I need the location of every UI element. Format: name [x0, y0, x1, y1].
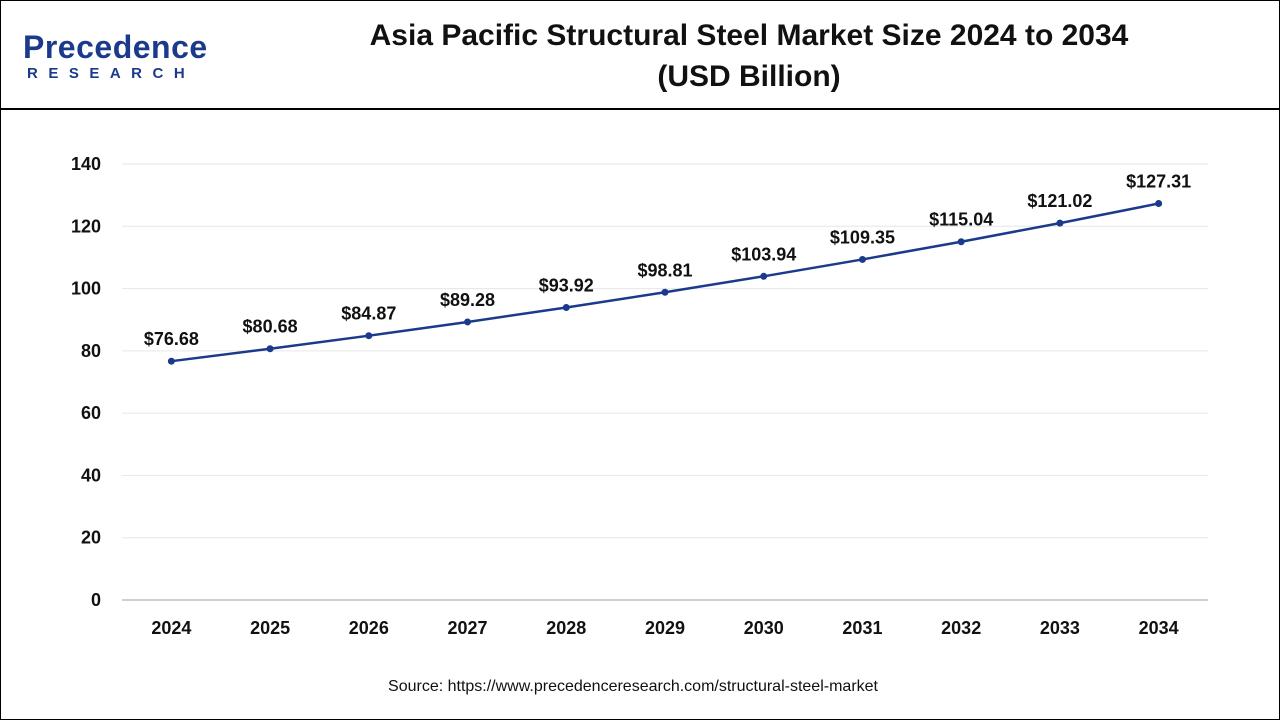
data-point — [562, 304, 570, 312]
header: Precedence RESEARCH Asia Pacific Structu… — [1, 1, 1279, 110]
data-label: $80.68 — [243, 317, 298, 337]
data-label: $103.94 — [731, 244, 796, 264]
y-tick-label: 80 — [81, 341, 101, 361]
x-tick-label: 2029 — [645, 618, 685, 638]
brand-logo: Precedence RESEARCH — [23, 29, 223, 85]
x-tick-label: 2027 — [448, 618, 488, 638]
data-label: $76.68 — [144, 329, 199, 349]
x-tick-label: 2030 — [744, 618, 784, 638]
y-tick-label: 40 — [81, 465, 101, 485]
y-tick-label: 100 — [71, 279, 101, 299]
brand-name: Precedence — [23, 29, 208, 65]
x-tick-label: 2024 — [151, 618, 191, 638]
y-tick-label: 140 — [71, 154, 101, 174]
x-tick-label: 2032 — [941, 618, 981, 638]
data-point — [957, 238, 965, 246]
data-point — [858, 255, 866, 263]
data-label: $115.04 — [929, 210, 993, 230]
data-point — [464, 318, 472, 326]
brand-subtitle: RESEARCH — [27, 65, 196, 82]
data-label: $109.35 — [830, 227, 895, 247]
data-point — [167, 357, 175, 365]
data-point — [760, 272, 768, 280]
x-tick-label: 2033 — [1040, 618, 1080, 638]
chart-title-line-2: (USD Billion) — [657, 60, 841, 93]
data-point — [661, 288, 669, 296]
series-line — [171, 202, 1159, 363]
x-tick-label: 2034 — [1139, 618, 1179, 638]
data-point — [1155, 200, 1163, 208]
data-label: $93.92 — [539, 276, 594, 296]
data-label: $98.81 — [637, 260, 692, 280]
y-tick-label: 120 — [71, 216, 101, 236]
data-label: $127.31 — [1126, 172, 1191, 192]
data-label: $121.02 — [1027, 191, 1092, 211]
y-tick-label: 20 — [81, 528, 101, 548]
x-tick-label: 2025 — [250, 618, 290, 638]
x-tick-label: 2028 — [546, 618, 586, 638]
data-label: $89.28 — [440, 290, 495, 310]
chart-title-line-1: Asia Pacific Structural Steel Market Siz… — [369, 19, 1129, 52]
x-tick-label: 2026 — [349, 618, 389, 638]
data-point — [1056, 219, 1064, 227]
source-note: Source: https://www.precedenceresearch.c… — [388, 678, 878, 695]
y-tick-label: 0 — [91, 590, 101, 610]
data-label: $84.87 — [341, 304, 396, 324]
x-tick-label: 2031 — [842, 618, 882, 638]
data-point — [365, 332, 373, 340]
chart-title: Asia Pacific Structural Steel Market Siz… — [301, 15, 1197, 97]
y-tick-label: 60 — [81, 403, 101, 423]
data-point — [266, 345, 274, 353]
